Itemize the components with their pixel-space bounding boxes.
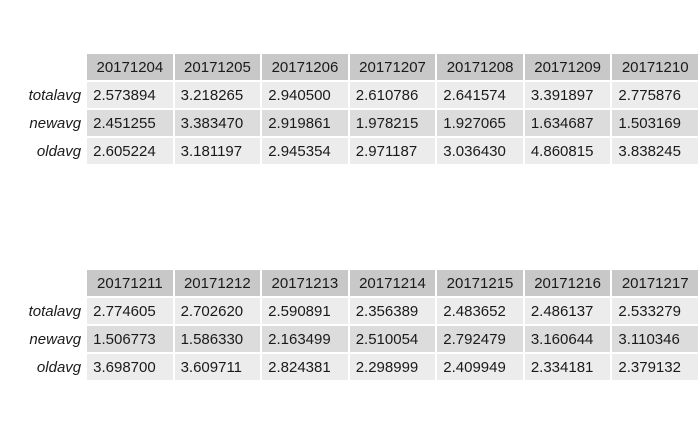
column-header: 20171204 — [87, 54, 173, 80]
row-header: oldavg — [36, 142, 82, 160]
table-cell: 1.634687 — [524, 110, 611, 136]
table-cell: 2.940500 — [262, 82, 348, 108]
row-header: newavg — [29, 114, 82, 132]
table-row-totalavg: totalavg 2.573894 3.218265 2.940500 2.61… — [18, 82, 698, 108]
table-cell: 2.356389 — [349, 298, 436, 324]
table-row-totalavg: totalavg 2.774605 2.702620 2.590891 2.35… — [18, 298, 698, 324]
column-header: 20171213 — [262, 270, 348, 296]
table-cell: 2.945354 — [262, 138, 348, 164]
table-cell: 2.792479 — [437, 326, 523, 352]
table-cell: 3.218265 — [174, 82, 261, 108]
table-cell: 2.605224 — [87, 138, 173, 164]
column-header: 20171209 — [524, 54, 611, 80]
table-cell: 2.483652 — [437, 298, 523, 324]
table-cell: 3.383470 — [174, 110, 261, 136]
table-cell: 2.486137 — [524, 298, 611, 324]
table-cell: 1.586330 — [174, 326, 261, 352]
table-cell: 3.609711 — [174, 354, 261, 380]
table-cell: 2.298999 — [349, 354, 436, 380]
column-header: 20171214 — [349, 270, 436, 296]
table-cell: 2.919861 — [262, 110, 348, 136]
averages-table-week-2: 20171211 20171212 20171213 20171214 2017… — [16, 268, 700, 382]
row-header: totalavg — [28, 302, 82, 320]
table-cell: 2.610786 — [349, 82, 436, 108]
column-header: 20171217 — [612, 270, 698, 296]
header-row: 20171211 20171212 20171213 20171214 2017… — [18, 270, 698, 296]
table-cell: 3.110346 — [612, 326, 698, 352]
row-header: oldavg — [36, 358, 82, 376]
table-row-newavg: newavg 1.506773 1.586330 2.163499 2.5100… — [18, 326, 698, 352]
table-cell: 3.698700 — [87, 354, 173, 380]
row-header: totalavg — [28, 86, 82, 104]
table-cell: 2.774605 — [87, 298, 173, 324]
table-cell: 1.506773 — [87, 326, 173, 352]
table-cell: 2.590891 — [262, 298, 348, 324]
table-cell: 2.641574 — [437, 82, 523, 108]
table-cell: 3.181197 — [174, 138, 261, 164]
table-cell: 2.971187 — [349, 138, 436, 164]
corner-cell — [18, 54, 85, 80]
corner-cell — [18, 270, 85, 296]
table-cell: 2.379132 — [612, 354, 698, 380]
column-header: 20171206 — [262, 54, 348, 80]
table-row-newavg: newavg 2.451255 3.383470 2.919861 1.9782… — [18, 110, 698, 136]
column-header: 20171215 — [437, 270, 523, 296]
table-cell: 2.409949 — [437, 354, 523, 380]
table-cell: 2.573894 — [87, 82, 173, 108]
table-cell: 3.036430 — [437, 138, 523, 164]
header-row: 20171204 20171205 20171206 20171207 2017… — [18, 54, 698, 80]
table-cell: 4.860815 — [524, 138, 611, 164]
table-cell: 1.503169 — [612, 110, 698, 136]
column-header: 20171211 — [87, 270, 173, 296]
table-cell: 2.702620 — [174, 298, 261, 324]
column-header: 20171216 — [524, 270, 611, 296]
table-cell: 3.838245 — [612, 138, 698, 164]
table-cell: 3.160644 — [524, 326, 611, 352]
column-header: 20171207 — [349, 54, 436, 80]
averages-table-week-1: 20171204 20171205 20171206 20171207 2017… — [16, 52, 700, 166]
table-cell: 2.334181 — [524, 354, 611, 380]
table-cell: 2.451255 — [87, 110, 173, 136]
table-cell: 2.533279 — [612, 298, 698, 324]
table-row-oldavg: oldavg 3.698700 3.609711 2.824381 2.2989… — [18, 354, 698, 380]
column-header: 20171208 — [437, 54, 523, 80]
table-cell: 2.775876 — [612, 82, 698, 108]
column-header: 20171210 — [612, 54, 698, 80]
table-cell: 2.824381 — [262, 354, 348, 380]
table-cell: 1.978215 — [349, 110, 436, 136]
table-cell: 2.163499 — [262, 326, 348, 352]
row-header: newavg — [29, 330, 82, 348]
table-row-oldavg: oldavg 2.605224 3.181197 2.945354 2.9711… — [18, 138, 698, 164]
table-cell: 2.510054 — [349, 326, 436, 352]
table-cell: 1.927065 — [437, 110, 523, 136]
table-cell: 3.391897 — [524, 82, 611, 108]
column-header: 20171205 — [174, 54, 261, 80]
column-header: 20171212 — [174, 270, 261, 296]
